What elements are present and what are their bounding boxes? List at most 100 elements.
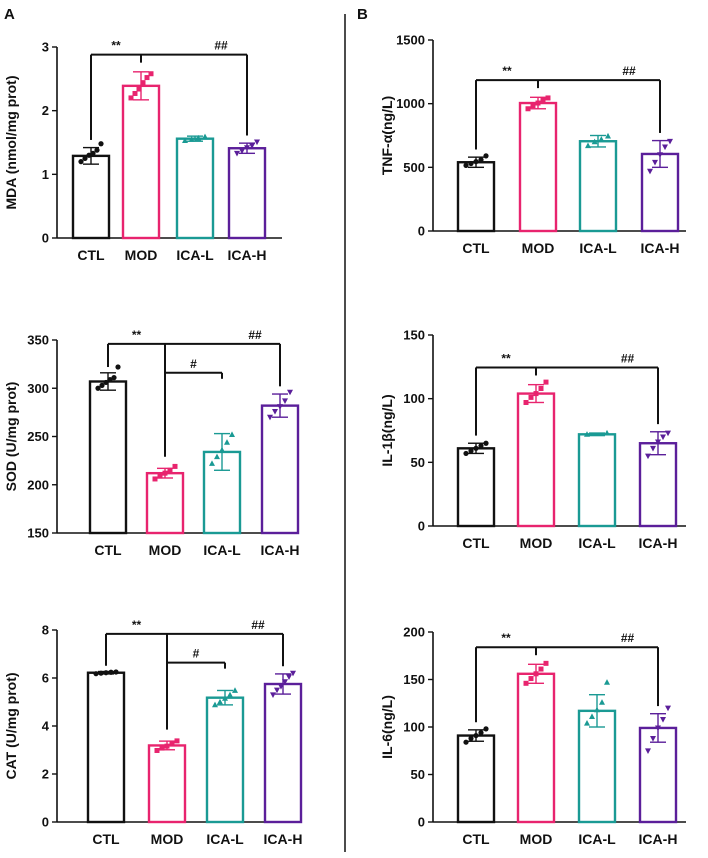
data-point	[232, 687, 238, 693]
category-label: ICA-H	[228, 247, 267, 263]
significance-label: **	[502, 64, 512, 78]
data-point	[267, 414, 273, 421]
data-point	[169, 741, 175, 747]
data-point	[533, 671, 539, 677]
y-tick-label: 300	[27, 381, 49, 396]
data-point	[530, 103, 536, 109]
significance-label: ##	[248, 328, 262, 342]
y-tick-label: 250	[27, 429, 49, 444]
data-point	[99, 382, 105, 388]
data-point	[545, 95, 551, 101]
data-point	[144, 75, 150, 81]
significance-label: **	[132, 328, 142, 342]
significance-label: ##	[621, 631, 635, 645]
data-point	[78, 159, 84, 165]
data-point	[103, 670, 109, 676]
significance-label: **	[111, 39, 121, 53]
category-label: CTL	[77, 247, 105, 263]
y-tick-label: 1000	[396, 96, 425, 111]
category-label: ICA-L	[579, 240, 617, 256]
y-tick-label: 350	[27, 333, 49, 348]
data-point	[483, 153, 489, 159]
bar-ica-h	[638, 442, 678, 528]
data-point	[468, 160, 474, 167]
category-label: ICA-H	[641, 240, 680, 256]
chart-1: 0 1 2 3 MDA (nmol/mg prot) CTL MOD ICA-L ICA-H **…	[3, 39, 282, 263]
data-point	[128, 95, 134, 101]
data-point	[660, 717, 666, 723]
bar-ctl	[71, 154, 111, 240]
chart-2: 150 200 250 300 350 SOD (U/mg prot) CTL MOD ICA-…	[3, 328, 299, 558]
data-point	[212, 701, 218, 708]
y-tick-label: 50	[411, 455, 425, 470]
y-axis-label: MDA (nmol/mg prot)	[3, 75, 19, 209]
data-point	[473, 445, 479, 451]
data-point	[195, 134, 202, 141]
data-point	[478, 157, 484, 163]
data-point	[478, 730, 484, 736]
data-point	[113, 669, 119, 675]
data-point	[95, 385, 101, 391]
category-label: ICA-H	[261, 542, 300, 558]
y-axis-label: SOD (U/mg prot)	[3, 382, 19, 492]
y-axis-label: IL-1β(ng/L)	[379, 394, 395, 466]
y-tick-label: 150	[403, 328, 425, 343]
data-point	[463, 450, 469, 457]
data-point	[159, 745, 165, 751]
data-point	[463, 739, 469, 745]
bar-mod	[516, 672, 556, 824]
category-label: ICA-H	[264, 831, 303, 847]
data-point	[148, 71, 154, 77]
data-point	[164, 743, 170, 749]
y-tick-label: 200	[27, 477, 49, 492]
bar-ctl	[456, 734, 496, 824]
category-label: MOD	[149, 542, 182, 558]
data-point	[483, 726, 489, 732]
data-point	[665, 430, 671, 437]
data-point	[528, 676, 534, 682]
y-tick-label: 0	[418, 224, 425, 239]
bar-ica-h	[638, 726, 678, 824]
data-point	[585, 142, 591, 149]
category-label: MOD	[522, 240, 555, 256]
data-point	[523, 399, 529, 405]
data-point	[90, 150, 96, 156]
y-tick-label: 2	[42, 103, 49, 118]
y-tick-label: 0	[418, 815, 425, 830]
y-tick-label: 0	[42, 815, 49, 830]
bar-mod	[121, 84, 161, 240]
data-point	[98, 141, 104, 147]
bar-mod	[147, 744, 187, 824]
data-point	[254, 139, 260, 146]
significance-label: #	[190, 357, 197, 371]
y-axis-label: TNF-α(ng/L)	[379, 96, 395, 175]
data-point	[604, 679, 610, 685]
data-point	[209, 460, 215, 466]
data-point	[274, 687, 280, 694]
y-axis-label: IL-6(ng/L)	[379, 695, 395, 759]
data-point	[523, 680, 529, 686]
data-point	[645, 453, 651, 460]
data-point	[525, 106, 531, 112]
y-tick-label: 50	[411, 767, 425, 782]
y-tick-label: 100	[403, 720, 425, 735]
bar-ica-l	[205, 696, 245, 824]
data-point	[473, 159, 479, 165]
bar-ica-l	[578, 140, 618, 233]
category-label: ICA-H	[639, 535, 678, 551]
data-point	[483, 440, 489, 446]
data-point	[655, 725, 661, 732]
data-point	[140, 80, 146, 86]
data-point	[667, 138, 673, 145]
category-label: MOD	[125, 247, 158, 263]
significance-label: **	[501, 351, 511, 365]
data-point	[657, 152, 663, 158]
data-point	[584, 720, 590, 726]
data-point	[107, 376, 113, 383]
data-point	[136, 86, 142, 92]
data-point	[227, 691, 233, 698]
data-point	[528, 394, 534, 400]
bar-ctl	[456, 447, 496, 528]
category-label: CTL	[94, 542, 122, 558]
y-tick-label: 1	[42, 167, 49, 182]
